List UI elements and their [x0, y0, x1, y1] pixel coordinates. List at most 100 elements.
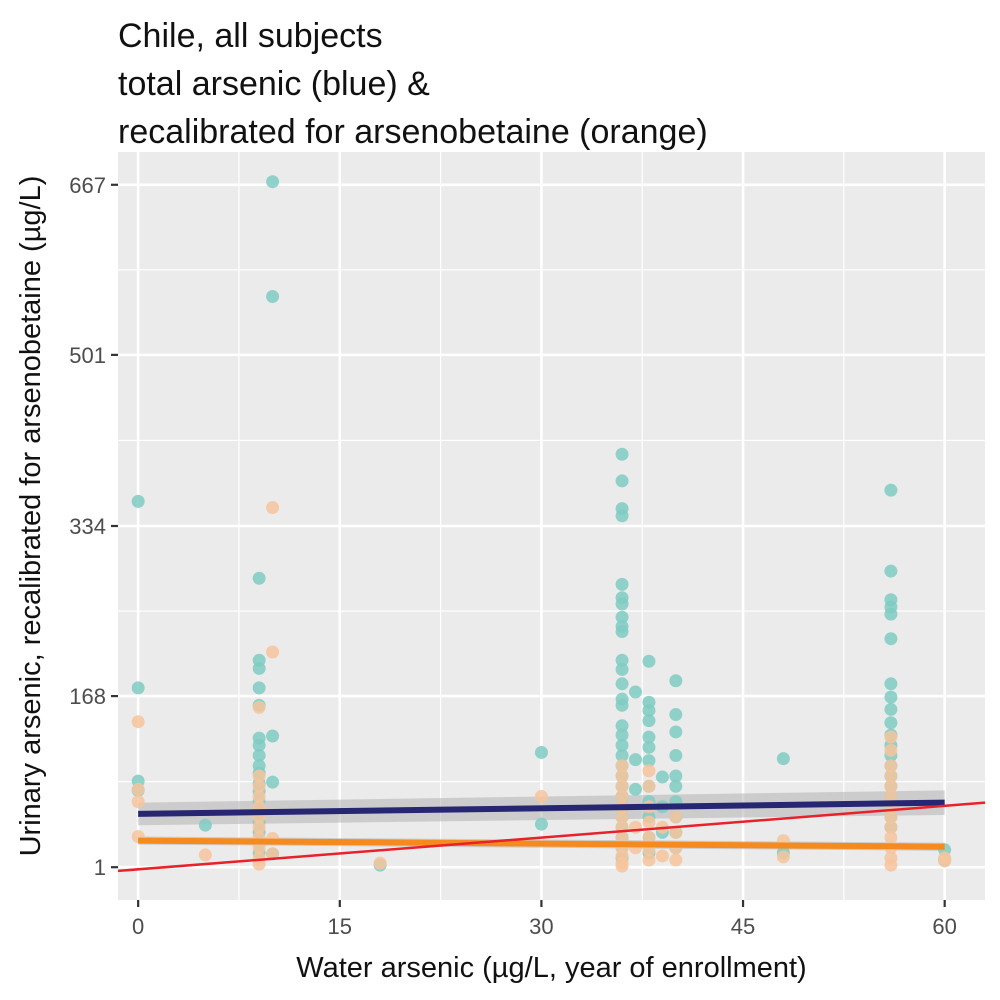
recalibrated-arsenic-point [615, 830, 629, 844]
recalibrated-arsenic-point [669, 853, 683, 867]
recalibrated-arsenic-point [131, 715, 145, 729]
recalibrated-arsenic-point [642, 830, 656, 844]
recalibrated-fit-line [138, 837, 945, 850]
total-arsenic-point [629, 782, 643, 796]
y-tick-label: 501 [69, 343, 106, 368]
recalibrated-arsenic-points [131, 501, 952, 873]
recalibrated-arsenic-point [884, 810, 898, 824]
total-arsenic-point [615, 698, 629, 712]
recalibrated-arsenic-point [884, 759, 898, 773]
recalibrated-arsenic-point [266, 645, 280, 659]
total-arsenic-point [629, 753, 643, 767]
recalibrated-arsenic-point [669, 825, 683, 839]
recalibrated-arsenic-point [252, 820, 266, 834]
x-tick-label: 15 [328, 914, 352, 939]
total-arsenic-point [669, 779, 683, 793]
chart-title: Chile, all subjects total arsenic (blue)… [118, 12, 978, 156]
total-arsenic-point [252, 749, 266, 763]
recalibrated-arsenic-point [252, 700, 266, 714]
total-arsenic-point [615, 597, 629, 611]
total-arsenic-point [615, 749, 629, 763]
recalibrated-arsenic-point [884, 779, 898, 793]
recalibrated-arsenic-point [615, 779, 629, 793]
recalibrated-arsenic-point [252, 769, 266, 783]
total-arsenic-point [884, 690, 898, 704]
total-arsenic-point [642, 714, 656, 728]
major-gridlines [118, 152, 985, 900]
total-arsenic-point [198, 818, 212, 832]
recalibrated-arsenic-point [266, 847, 280, 861]
total-arsenic-point [884, 483, 898, 497]
y-tick-label: 168 [69, 684, 106, 709]
total-arsenic-point [615, 509, 629, 523]
recalibrated-arsenic-point [642, 815, 656, 829]
chart-title-line-3: recalibrated for arsenobetaine (orange) [118, 113, 708, 151]
y-tick-label: 667 [69, 173, 106, 198]
y-axis-title: Urinary arsenic, recalibrated for arseno… [15, 176, 47, 857]
total-arsenic-point [884, 716, 898, 730]
total-arsenic-point [884, 702, 898, 716]
total-arsenic-point [266, 775, 280, 789]
total-arsenic-point [642, 654, 656, 668]
recalibrated-arsenic-point [884, 858, 898, 872]
recalibrated-arsenic-point [642, 764, 656, 778]
recalibrated-arsenic-point [884, 769, 898, 783]
recalibrated-arsenic-point [884, 830, 898, 844]
recalibrated-arsenic-point [884, 743, 898, 757]
fit-lines [117, 799, 986, 873]
recalibrated-arsenic-point [884, 820, 898, 834]
recalibrated-arsenic-point [776, 850, 790, 864]
total-arsenic-point [615, 662, 629, 676]
chart-title-line-2: total arsenic (blue) & [118, 65, 430, 103]
total-arsenic-point [131, 681, 145, 695]
recalibrated-arsenic-point [669, 810, 683, 824]
total-arsenic-point [615, 474, 629, 488]
x-axis: 0 15 30 45 60 [132, 900, 957, 939]
chart-title-line-1: Chile, all subjects [118, 17, 383, 55]
total-arsenic-point [669, 708, 683, 722]
recalibrated-arsenic-point [252, 790, 266, 804]
y-axis: 1 168 334 501 667 [69, 173, 118, 880]
total-arsenic-point [266, 175, 280, 189]
recalibrated-arsenic-point [615, 759, 629, 773]
recalibrated-arsenic-point [615, 769, 629, 783]
total-arsenic-point [615, 625, 629, 639]
y-tick-label: 334 [69, 514, 106, 539]
total-arsenic-point [655, 770, 669, 784]
total-arsenic-point [884, 677, 898, 691]
total-arsenic-point [669, 769, 683, 783]
total-arsenic-point [252, 571, 266, 585]
total-arsenic-point [615, 677, 629, 691]
recalibrated-arsenic-point [131, 782, 145, 796]
recalibrated-arsenic-point [938, 854, 952, 868]
total-arsenic-point [131, 494, 145, 508]
total-arsenic-point [642, 740, 656, 754]
x-tick-label: 30 [529, 914, 553, 939]
recalibrated-arsenic-point [198, 848, 212, 862]
total-arsenic-point [252, 681, 266, 695]
total-arsenic-point [615, 728, 629, 742]
recalibrated-arsenic-point [373, 856, 387, 870]
total-arsenic-point [642, 754, 656, 768]
reference-line [117, 801, 986, 873]
recalibrated-arsenic-point [534, 790, 548, 804]
total-arsenic-point [615, 577, 629, 591]
total-arsenic-point [534, 745, 548, 759]
x-tick-label: 45 [731, 914, 755, 939]
total-arsenic-point [615, 719, 629, 733]
recalibrated-arsenic-point [884, 790, 898, 804]
total-arsenic-point [884, 607, 898, 621]
total-arsenic-point [642, 730, 656, 744]
total-arsenic-point [669, 674, 683, 688]
recalibrated-arsenic-point [642, 853, 656, 867]
total-arsenic-point [884, 632, 898, 646]
recalibrated-arsenic-point [629, 820, 643, 834]
recalibrated-arsenic-point [615, 790, 629, 804]
total-fit-line [138, 799, 945, 817]
total-arsenic-point [266, 729, 280, 743]
recalibrated-arsenic-point [615, 810, 629, 824]
total-arsenic-point [252, 738, 266, 752]
recalibrated-arsenic-point [655, 849, 669, 863]
total-arsenic-point [534, 817, 548, 831]
